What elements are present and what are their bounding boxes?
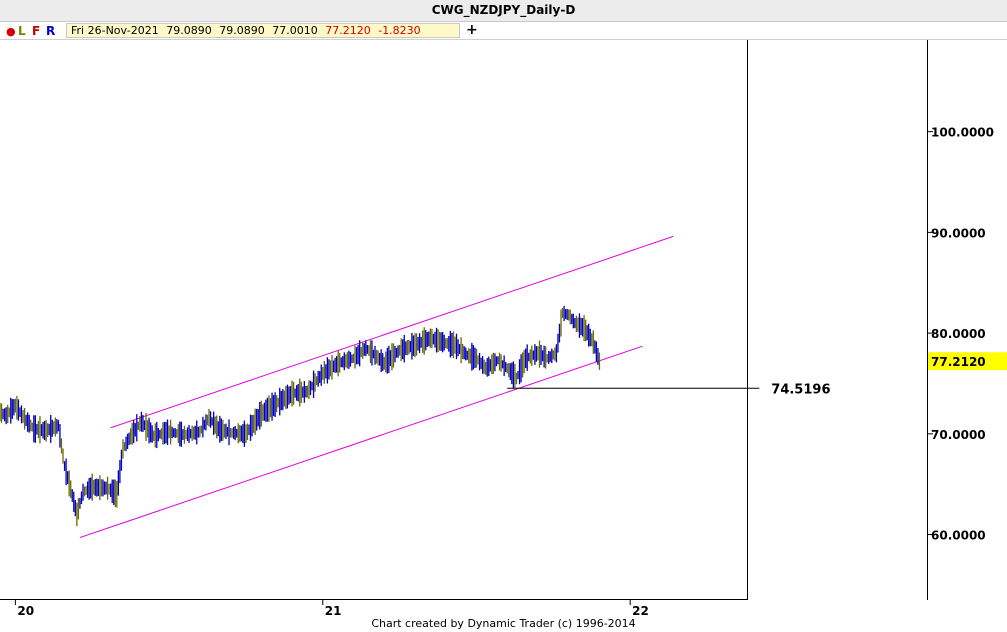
x-tick-label: 22 [632, 604, 649, 618]
f-button[interactable]: F [32, 24, 41, 38]
x-tick-label: 21 [325, 604, 342, 618]
lower-channel-line [79, 345, 643, 539]
quote-high: 79.0890 [219, 24, 265, 37]
y-tick-label: 90.0000 [931, 226, 986, 240]
last-price-box [928, 352, 1007, 371]
toolbar: ● L F R Fri 26-Nov-2021 79.0890 79.0890 … [0, 22, 1007, 40]
y-tick-label: 100.0000 [931, 126, 994, 140]
plot-area[interactable] [0, 40, 748, 600]
quote-low: 77.0010 [272, 24, 318, 37]
quote-change: -1.8230 [378, 24, 421, 37]
quote-open: 79.0890 [166, 24, 212, 37]
y-tick-label: 80.0000 [931, 327, 986, 341]
x-tick-label: 20 [17, 604, 34, 618]
price-axis-line [927, 40, 928, 600]
y-tick-label: 60.0000 [931, 529, 986, 543]
l-button[interactable]: L [18, 24, 26, 38]
upper-channel-line [110, 235, 674, 429]
quote-readout: Fri 26-Nov-2021 79.0890 79.0890 77.0010 … [66, 23, 460, 38]
quote-close: 77.2120 [325, 24, 371, 37]
r-button[interactable]: R [46, 24, 56, 38]
y-tick-label: 70.0000 [931, 428, 986, 442]
plus-button[interactable]: + [466, 22, 478, 38]
quote-date: Fri 26-Nov-2021 [71, 24, 159, 37]
price-bars [0, 305, 601, 527]
title-bar: CWG_NZDJPY_Daily-D [0, 0, 1007, 22]
support-level-label: 74.5196 [771, 382, 830, 397]
chart-title: CWG_NZDJPY_Daily-D [431, 3, 576, 17]
record-dot-icon[interactable]: ● [6, 25, 16, 38]
chart-footer: Chart created by Dynamic Trader (c) 1996… [371, 617, 636, 630]
last-price-label: 77.2120 [931, 355, 986, 369]
